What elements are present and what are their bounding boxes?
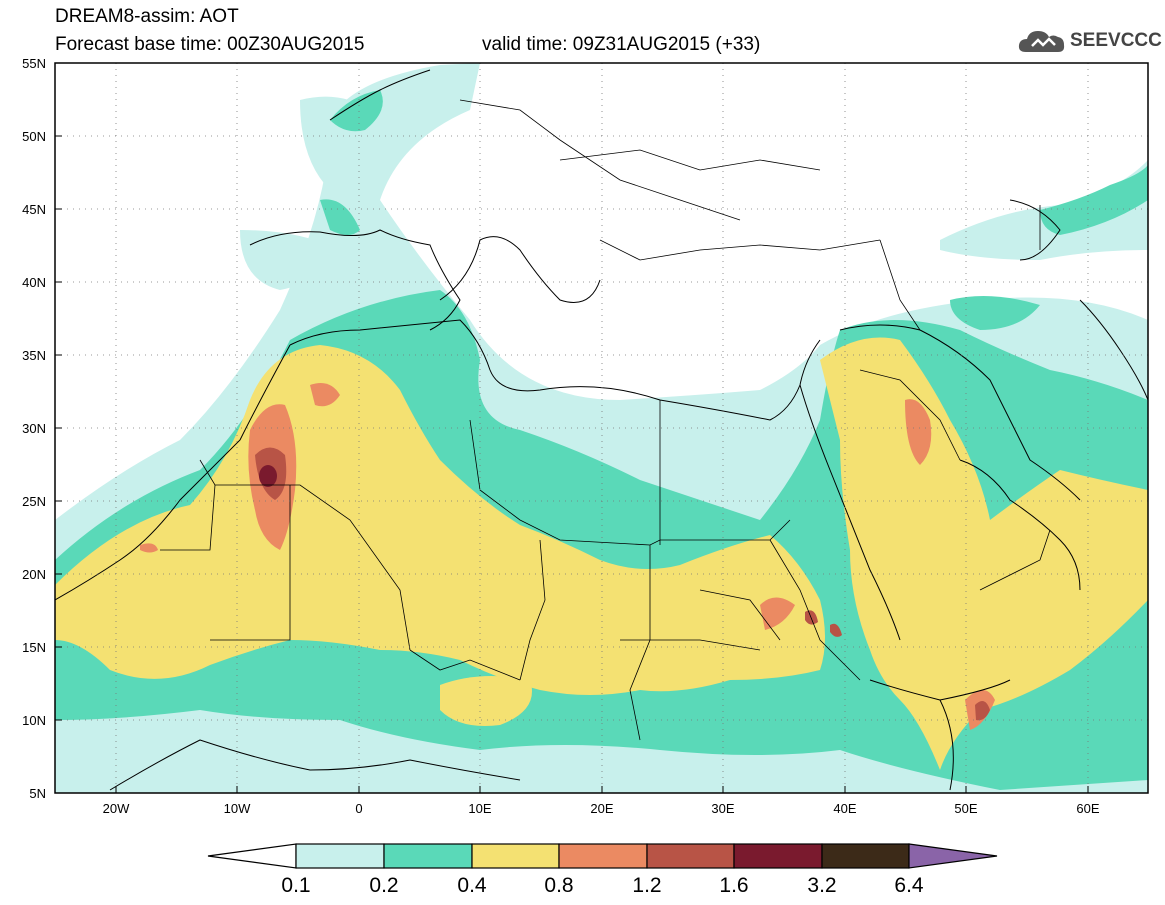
lon-label: 60E: [1076, 801, 1099, 816]
lat-label: 25N: [22, 494, 46, 509]
lon-label: 10W: [224, 801, 251, 816]
lat-label: 30N: [22, 421, 46, 436]
lon-label: 30E: [711, 801, 734, 816]
colorbar-bin: [733, 843, 823, 869]
country-borders: [160, 99, 1051, 741]
colorbar-label: 3.2: [807, 874, 836, 897]
lon-label: 0: [355, 801, 362, 816]
lon-label: 40E: [833, 801, 856, 816]
seevccc-logo: SEEVCCC: [1018, 26, 1162, 56]
lon-label: 20W: [103, 801, 130, 816]
map-title: DREAM8-assim: AOT: [55, 6, 239, 27]
colorbar-bin: [383, 843, 473, 869]
colorbar-label: 1.2: [632, 874, 661, 897]
coastlines: [55, 69, 1148, 791]
aot-field: [55, 63, 1148, 793]
axis-ticks: [55, 62, 1089, 793]
colorbar: 0.1 0.2 0.4 0.8 1.2 1.6 3.2 6.4: [207, 843, 998, 897]
colorbar-over-arrow: [908, 843, 998, 869]
colorbar-label: 1.6: [719, 874, 748, 897]
colorbar-label: 0.8: [544, 874, 573, 897]
lat-label: 40N: [22, 275, 46, 290]
lat-label: 20N: [22, 567, 46, 582]
colorbar-label: 6.4: [894, 874, 924, 897]
colorbar-bin: [471, 843, 560, 869]
lat-label: 15N: [22, 640, 46, 655]
lat-label: 5N: [29, 786, 46, 801]
colorbar-label: 0.4: [457, 874, 487, 897]
colorbar-bin: [821, 843, 910, 869]
logo-text: SEEVCCC: [1070, 30, 1162, 51]
colorbar-bin: [558, 843, 648, 869]
lon-label: 50E: [954, 801, 977, 816]
colorbar-bin: [295, 843, 385, 869]
lat-label: 50N: [22, 129, 46, 144]
lat-label: 10N: [22, 713, 46, 728]
longitude-labels: 20W 10W 0 10E 20E 30E 40E 50E 60E: [103, 801, 1100, 816]
lon-label: 20E: [590, 801, 613, 816]
colorbar-label: 0.2: [369, 874, 398, 897]
colorbar-under-arrow: [207, 843, 297, 869]
lon-label: 10E: [468, 801, 491, 816]
colorbar-label: 0.1: [281, 874, 310, 897]
cloud-icon: [1018, 31, 1065, 52]
lat-lon-grid: [55, 63, 1148, 793]
valid-time: valid time: 09Z31AUG2015 (+33): [482, 34, 761, 55]
aot-level-0-4: [55, 337, 1148, 770]
lat-label: 45N: [22, 202, 46, 217]
colorbar-bin: [646, 843, 735, 869]
forecast-base-time: Forecast base time: 00Z30AUG2015: [55, 34, 365, 55]
aot-level-1-6: [259, 465, 277, 487]
lat-label: 35N: [22, 348, 46, 363]
lat-label: 55N: [22, 56, 46, 71]
latitude-labels: 55N 50N 45N 40N 35N 30N 25N 20N 15N 10N …: [22, 56, 46, 801]
